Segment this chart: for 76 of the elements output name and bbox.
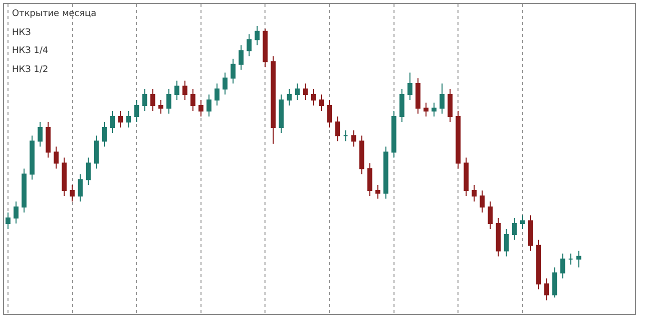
candlestick xyxy=(391,110,396,158)
candlestick xyxy=(536,239,542,290)
candlestick xyxy=(270,56,276,144)
candlestick xyxy=(166,88,172,114)
annotation: НКЗ xyxy=(12,28,32,38)
candlestick xyxy=(262,28,268,68)
candlestick xyxy=(54,146,59,170)
candlestick xyxy=(383,146,388,200)
candlestick xyxy=(174,80,180,101)
candlestick xyxy=(496,217,501,257)
candlestick xyxy=(86,157,91,186)
candlestick xyxy=(238,44,244,70)
candlestick xyxy=(118,110,124,128)
candlestick xyxy=(399,88,404,122)
candlestick xyxy=(158,100,164,114)
candlestick xyxy=(190,88,196,112)
candlestick xyxy=(448,88,453,122)
candlestick xyxy=(504,228,509,257)
candlestick xyxy=(464,157,469,197)
candlestick xyxy=(182,80,188,101)
text: Открытие месяца xyxy=(12,9,96,19)
candlestick xyxy=(351,130,356,148)
candlestick xyxy=(278,94,284,134)
candlestick xyxy=(70,184,75,202)
candlestick xyxy=(311,88,316,106)
candlestick xyxy=(46,121,51,158)
candlestick xyxy=(78,174,83,202)
candlestick xyxy=(134,100,140,122)
candlestick xyxy=(222,72,228,96)
candlestick xyxy=(22,168,27,213)
candlestick xyxy=(198,100,204,117)
candlestick xyxy=(528,214,533,252)
candlestick xyxy=(62,157,67,197)
candlestick xyxy=(38,121,43,148)
candlestick xyxy=(150,88,156,112)
candlestick xyxy=(294,83,300,101)
candlestick xyxy=(327,100,332,128)
candlestick xyxy=(319,94,324,112)
annotation: НКЗ 1/4 xyxy=(12,46,49,56)
candlestick xyxy=(302,83,308,101)
candlestick xyxy=(214,83,220,106)
candlestick xyxy=(359,135,364,175)
candlestick xyxy=(126,110,132,128)
candlestick xyxy=(142,88,148,112)
candlestick xyxy=(488,201,493,230)
candlestick xyxy=(480,190,485,213)
candlestick xyxy=(30,135,35,180)
candlestick xyxy=(246,34,252,57)
candlestick xyxy=(286,88,292,106)
candlestick xyxy=(335,116,340,142)
candlestick xyxy=(560,253,566,279)
candlestick xyxy=(552,266,558,298)
candlestick xyxy=(375,184,380,200)
candlestick xyxy=(94,135,99,170)
candlestick xyxy=(230,58,236,84)
candlestick xyxy=(14,201,19,224)
candlestick xyxy=(102,121,107,148)
candlestick xyxy=(110,110,115,134)
candlestick xyxy=(6,212,10,230)
candlestick xyxy=(206,94,212,117)
candlestick xyxy=(544,278,550,301)
candlestick xyxy=(407,72,412,101)
candlestick xyxy=(520,214,525,230)
candlestick xyxy=(254,25,260,46)
candlestick xyxy=(456,110,461,170)
candlestick xyxy=(416,78,420,114)
candlestick xyxy=(367,162,372,197)
candlestick xyxy=(432,102,437,117)
candlestick xyxy=(568,253,574,266)
candlestick xyxy=(576,250,582,268)
candlestick xyxy=(440,83,445,114)
candlestick xyxy=(343,130,348,142)
candlestick xyxy=(472,184,477,202)
candlestick xyxy=(424,102,428,117)
candlestick xyxy=(512,217,517,240)
annotation: НКЗ 1/2 xyxy=(12,65,48,75)
